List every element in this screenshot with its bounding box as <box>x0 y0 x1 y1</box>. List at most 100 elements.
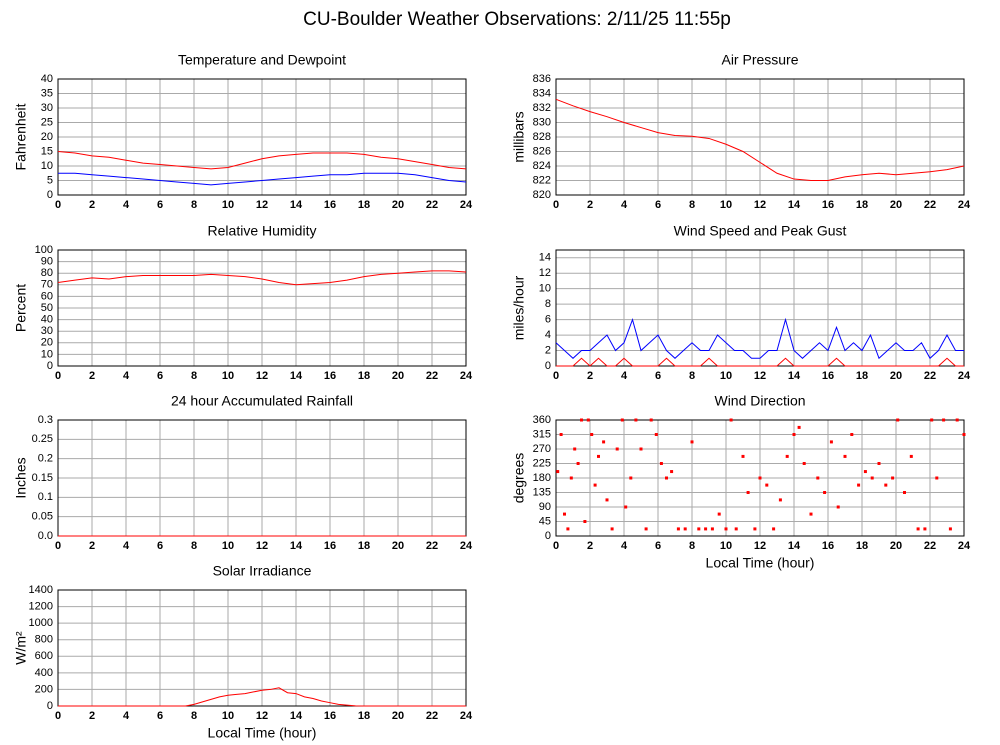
y-tick-label: 40 <box>41 314 53 326</box>
x-tick-label: 4 <box>123 199 130 211</box>
y-tick-label: 0 <box>545 360 551 372</box>
point <box>729 418 733 422</box>
x-tick-label: 16 <box>822 199 834 211</box>
x-tick-label: 4 <box>123 540 130 552</box>
point <box>629 476 633 480</box>
x-tick-label: 4 <box>123 370 130 382</box>
series-line <box>58 687 466 707</box>
y-tick-label: 225 <box>533 457 551 469</box>
x-tick-label: 16 <box>822 370 834 382</box>
point <box>792 433 796 436</box>
point <box>580 418 583 422</box>
x-tick-label: 12 <box>754 199 766 211</box>
x-tick-label: 2 <box>587 540 593 552</box>
x-tick-label: 8 <box>191 199 197 211</box>
x-tick-label: 20 <box>890 199 902 211</box>
plot-frame <box>57 78 467 196</box>
y-tick-label: 70 <box>41 279 53 291</box>
x-tick-label: 18 <box>358 199 370 211</box>
y-axis-label: millibars <box>511 111 527 162</box>
point <box>610 527 614 531</box>
point <box>683 527 687 531</box>
point <box>753 527 757 531</box>
y-tick-label: 400 <box>35 667 53 679</box>
plot-frame <box>57 589 467 707</box>
x-tick-label: 12 <box>256 710 268 722</box>
y-tick-label: 1000 <box>29 617 53 629</box>
x-tick-label: 6 <box>655 370 661 382</box>
x-tick-label: 10 <box>720 199 732 211</box>
x-tick-label: 10 <box>720 540 732 552</box>
x-tick-label: 14 <box>788 370 801 382</box>
y-tick-label: 135 <box>533 486 551 498</box>
x-tick-label: 8 <box>191 710 197 722</box>
y-tick-label: 10 <box>539 283 551 295</box>
point <box>746 491 750 494</box>
point <box>778 498 782 502</box>
y-tick-label: 1400 <box>29 584 53 596</box>
y-tick-label: 20 <box>41 131 53 143</box>
plot-frame <box>57 249 467 367</box>
x-tick-label: 18 <box>358 370 370 382</box>
x-tick-label: 8 <box>689 199 695 211</box>
x-tick-label: 0 <box>55 710 61 722</box>
y-tick-label: 90 <box>539 501 551 513</box>
y-tick-label: 360 <box>533 414 551 426</box>
point <box>935 476 939 480</box>
x-tick-label: 20 <box>890 370 902 382</box>
point <box>850 433 854 436</box>
y-tick-label: 270 <box>533 443 551 455</box>
x-tick-label: 16 <box>324 540 336 552</box>
x-tick-label: 8 <box>689 370 695 382</box>
x-tick-label: 22 <box>426 710 438 722</box>
point <box>962 433 966 436</box>
point <box>566 527 570 531</box>
x-tick-label: 2 <box>587 199 593 211</box>
x-tick-label: 14 <box>290 540 303 552</box>
point <box>916 527 920 531</box>
y-tick-label: 25 <box>41 116 53 128</box>
y-tick-label: 4 <box>545 329 551 341</box>
point <box>634 418 638 422</box>
x-tick-label: 0 <box>553 370 559 382</box>
x-tick-label: 6 <box>655 199 661 211</box>
point <box>955 418 959 422</box>
point <box>809 512 813 516</box>
x-tick-label: 10 <box>222 540 234 552</box>
x-tick-label: 8 <box>689 540 695 552</box>
point <box>909 454 913 458</box>
y-tick-label: 0 <box>47 189 53 201</box>
x-tick-label: 16 <box>324 710 336 722</box>
x-tick-label: 4 <box>621 540 628 552</box>
y-tick-label: 834 <box>533 87 551 99</box>
y-tick-label: 826 <box>533 145 551 157</box>
y-axis-label: degrees <box>511 453 527 504</box>
x-tick-label: 22 <box>426 370 438 382</box>
y-tick-label: 0.25 <box>32 433 53 445</box>
point <box>903 491 906 494</box>
plot-frame <box>555 419 965 537</box>
x-tick-label: 0 <box>553 199 559 211</box>
x-tick-label: 6 <box>157 199 163 211</box>
x-tick-label: 6 <box>157 370 163 382</box>
x-tick-label: 24 <box>460 710 473 722</box>
y-axis-label: Fahrenheit <box>13 103 29 170</box>
point <box>823 491 827 494</box>
point <box>649 418 653 422</box>
y-tick-label: 830 <box>533 116 551 128</box>
y-tick-label: 15 <box>41 145 53 157</box>
x-tick-label: 20 <box>392 540 404 552</box>
x-tick-label: 14 <box>788 199 801 211</box>
point <box>797 425 801 429</box>
x-tick-label: 18 <box>358 540 370 552</box>
x-tick-label: 22 <box>924 370 936 382</box>
point <box>710 527 714 531</box>
point <box>704 527 708 531</box>
y-tick-label: 6 <box>545 314 551 326</box>
y-tick-label: 0 <box>545 530 551 542</box>
point <box>602 440 606 444</box>
point <box>670 470 674 474</box>
x-tick-label: 24 <box>460 370 473 382</box>
x-tick-label: 0 <box>55 540 61 552</box>
